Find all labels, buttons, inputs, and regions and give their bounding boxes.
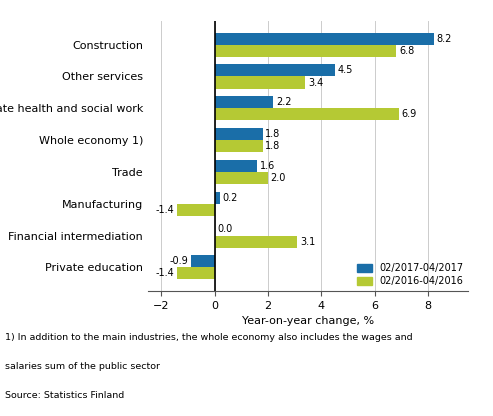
Text: -0.9: -0.9 <box>169 256 188 266</box>
Text: 1.8: 1.8 <box>265 141 281 151</box>
Bar <box>214 140 263 152</box>
Text: 1) In addition to the main industries, the whole economy also includes the wages: 1) In addition to the main industries, t… <box>5 333 413 342</box>
Bar <box>214 96 274 108</box>
X-axis label: Year-on-year change, %: Year-on-year change, % <box>242 317 374 327</box>
Text: 6.8: 6.8 <box>399 46 414 56</box>
Bar <box>214 192 220 204</box>
Text: -1.4: -1.4 <box>156 268 175 278</box>
Text: Source: Statistics Finland: Source: Statistics Finland <box>5 391 124 400</box>
Text: 6.9: 6.9 <box>402 109 417 119</box>
Bar <box>177 267 214 280</box>
Bar <box>214 160 257 172</box>
Text: 2.2: 2.2 <box>276 97 291 107</box>
Bar <box>214 128 263 140</box>
Text: 8.2: 8.2 <box>436 34 452 44</box>
Text: 3.1: 3.1 <box>300 237 316 247</box>
Text: 1.8: 1.8 <box>265 129 281 139</box>
Text: 2.0: 2.0 <box>271 173 286 183</box>
Bar <box>214 108 399 120</box>
Text: 1.6: 1.6 <box>260 161 275 171</box>
Legend: 02/2017-04/2017, 02/2016-04/2016: 02/2017-04/2017, 02/2016-04/2016 <box>357 263 463 286</box>
Text: 3.4: 3.4 <box>308 77 323 87</box>
Text: salaries sum of the public sector: salaries sum of the public sector <box>5 362 160 371</box>
Bar <box>191 255 214 267</box>
Text: 4.5: 4.5 <box>338 65 353 75</box>
Bar <box>214 77 306 89</box>
Bar <box>214 172 268 184</box>
Bar <box>177 204 214 216</box>
Bar <box>214 235 297 248</box>
Bar <box>214 64 335 77</box>
Bar <box>214 45 396 57</box>
Text: 0.2: 0.2 <box>223 193 238 203</box>
Text: -1.4: -1.4 <box>156 205 175 215</box>
Bar <box>214 32 434 45</box>
Text: 0.0: 0.0 <box>217 225 233 235</box>
